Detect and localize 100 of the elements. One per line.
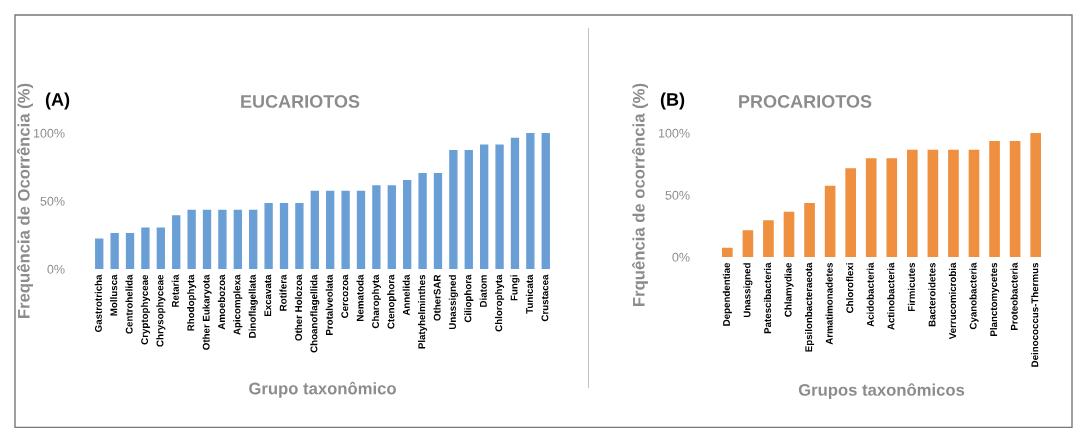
x-axis-title: Grupos taxonômicos xyxy=(798,383,965,400)
x-tick-label: Other Holozoa xyxy=(294,274,303,341)
x-tick-label: Nematoda xyxy=(356,274,364,321)
x-tick-label: Ctenophora xyxy=(387,274,397,329)
x-tick-label: Armatimonadetes xyxy=(825,262,833,345)
bar xyxy=(495,144,504,269)
bar xyxy=(989,140,1000,257)
x-tick-label: Centrohelida xyxy=(125,274,133,334)
x-tick-label: Protalveolata xyxy=(325,274,333,335)
x-tick-label: Choanoflagellida xyxy=(310,274,320,353)
bar xyxy=(722,247,733,257)
bar xyxy=(264,203,273,269)
x-tick-label: Mollusca xyxy=(110,274,118,316)
x-tick-label: Excavata xyxy=(264,274,272,317)
bar xyxy=(310,190,319,269)
bar xyxy=(526,133,535,269)
bar xyxy=(541,133,550,269)
bar xyxy=(948,149,959,257)
bar xyxy=(968,149,980,257)
bar xyxy=(480,144,489,269)
bar xyxy=(156,227,165,269)
x-tick-label: Dependentiae xyxy=(722,262,732,326)
x-tick-label: Annelida xyxy=(402,274,410,316)
x-tick-label: Ciliophora xyxy=(464,274,474,323)
text: (B) xyxy=(660,92,685,110)
x-tick-label: Actinobacteria xyxy=(887,262,895,330)
bar xyxy=(172,215,181,269)
bar xyxy=(202,209,212,269)
bar xyxy=(510,137,520,269)
x-tick-label: Proteobacteria xyxy=(1010,262,1018,330)
bar xyxy=(387,185,396,269)
bar xyxy=(141,227,150,269)
bar xyxy=(464,149,473,269)
y-tick-label: 0% xyxy=(47,264,65,274)
x-tick-label: Other Eukaryota xyxy=(202,274,212,350)
x-tick-label: Verrucomicrobia xyxy=(948,262,957,340)
x-tick-label: Planctomycetes xyxy=(990,262,1000,336)
y-tick-label: 0% xyxy=(672,252,690,262)
y-axis-title: Frequência de Ocorrência (%) xyxy=(17,83,33,318)
bar xyxy=(449,149,458,269)
bar xyxy=(356,190,366,269)
x-tick-label: Charophyta xyxy=(371,274,381,329)
bar xyxy=(187,209,196,269)
x-tick-label: Chloroflexi xyxy=(846,263,854,313)
bar xyxy=(763,220,774,257)
x-tick-label: OtherSAR xyxy=(433,274,441,321)
bar xyxy=(295,203,304,269)
y-tick-label: 50% xyxy=(665,190,690,200)
x-tick-label: Retaria xyxy=(171,274,179,307)
x-tick-label: Unassigned xyxy=(743,263,753,318)
x-tick-label: Bacteroidetes xyxy=(928,262,936,327)
x-tick-label: Gastrotricha xyxy=(94,274,102,332)
x-tick-label: Rotifera xyxy=(279,274,287,311)
bar xyxy=(907,149,918,257)
x-tick-label: Cercozoa xyxy=(341,274,349,318)
x-tick-label: Fungi xyxy=(510,275,520,301)
y-tick-label: 50% xyxy=(40,196,65,206)
chart-title: EUCARIOTOS xyxy=(241,95,360,108)
bar xyxy=(845,168,856,257)
x-tick-label: Chlorophyta xyxy=(495,274,505,332)
x-axis-title: Grupo taxonômico xyxy=(249,381,396,398)
bar xyxy=(433,173,443,269)
x-tick-label: Amoebozoa xyxy=(217,274,226,330)
bar xyxy=(218,209,227,269)
x-tick-label: Apicomplexa xyxy=(233,274,243,335)
text: (A) xyxy=(45,92,70,110)
bar xyxy=(742,230,754,257)
bar xyxy=(1009,140,1021,257)
x-tick-label: Tunicata xyxy=(525,274,533,314)
bar xyxy=(233,209,242,269)
bar xyxy=(824,185,836,257)
bar xyxy=(403,179,412,269)
bar xyxy=(865,158,877,257)
bar xyxy=(372,185,381,269)
x-tick-label: Dinoflagellata xyxy=(248,274,258,338)
chart-title: PROCARIOTOS xyxy=(739,95,872,108)
x-tick-label: Platyhelminthes xyxy=(418,274,428,349)
y-tick-label: 100% xyxy=(658,128,690,138)
bar xyxy=(418,173,427,269)
bar xyxy=(1030,133,1041,257)
x-tick-label: Chlamydiae xyxy=(784,262,794,317)
bar xyxy=(249,209,258,269)
y-tick-label: 100% xyxy=(33,128,65,138)
y-axis-title: Frquência de ocorrência (%) xyxy=(632,83,648,306)
x-tick-label: Cryptophyceae xyxy=(140,274,150,345)
bar xyxy=(95,238,104,269)
x-tick-label: Diatom xyxy=(479,275,487,307)
bar xyxy=(341,190,350,269)
x-tick-label: Rhodophyta xyxy=(187,274,197,331)
x-tick-label: Acidobacteria xyxy=(866,262,874,327)
x-tick-label: Patescibacteria xyxy=(763,262,772,334)
x-tick-label: Crustacea xyxy=(541,274,549,322)
x-tick-label: Deinococcus-Thermus xyxy=(1031,262,1039,367)
bar xyxy=(125,232,135,269)
bar xyxy=(326,190,335,269)
bar xyxy=(110,232,119,269)
bar xyxy=(279,203,289,269)
x-tick-label: Unassigned xyxy=(448,275,458,330)
x-tick-label: Epsilonbacteraeota xyxy=(805,262,815,352)
x-tick-label: Firmicutes xyxy=(907,262,915,312)
